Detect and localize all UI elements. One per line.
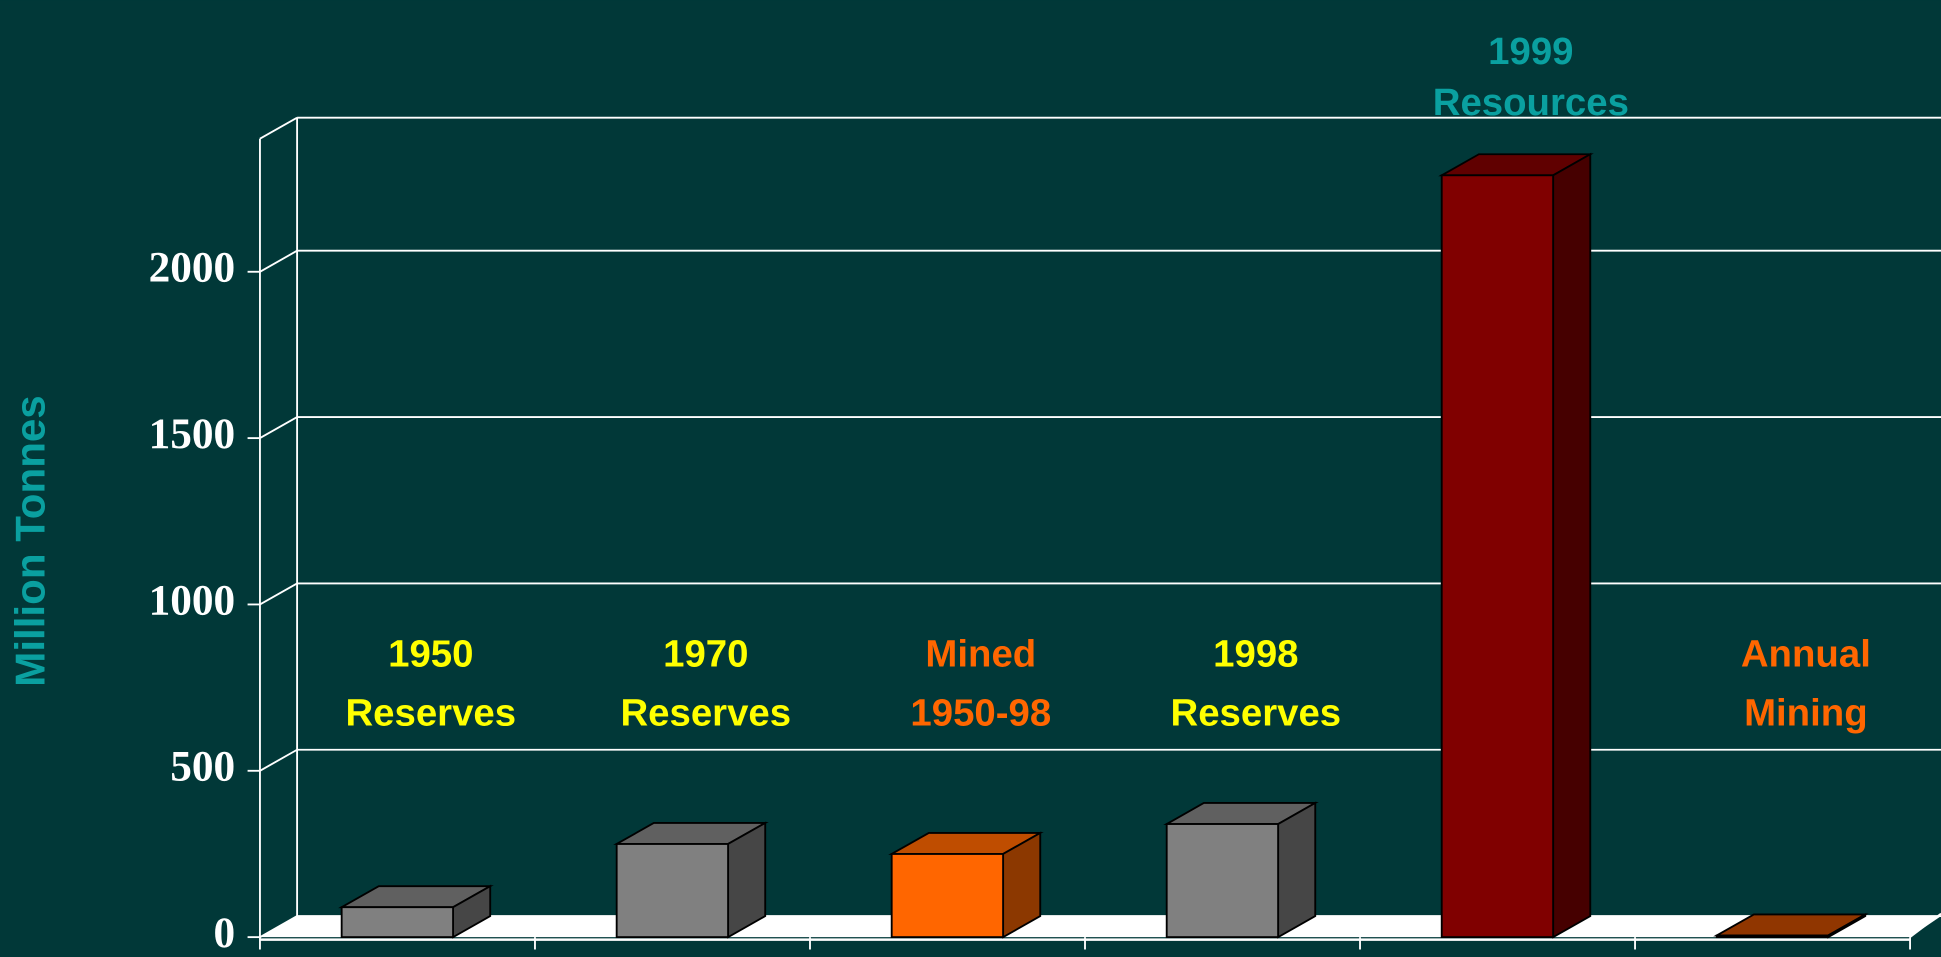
bar <box>1440 174 1555 939</box>
category-label: 1950 <box>388 632 473 675</box>
bar-side <box>727 821 767 939</box>
bar <box>1715 934 1830 939</box>
category-label: Reserves <box>620 692 791 735</box>
category-label: 1998 <box>1213 632 1298 675</box>
bar <box>615 843 730 939</box>
category-label: Reserves <box>345 692 516 735</box>
category-label: Mined <box>925 632 1036 675</box>
y-axis-label: Million Tonnes <box>7 395 54 686</box>
bar <box>1165 823 1280 939</box>
bar-side <box>1552 152 1592 939</box>
bar <box>340 906 454 939</box>
category-label: 1999 <box>1488 30 1573 73</box>
category-label: Annual <box>1741 632 1871 675</box>
floor <box>259 916 1941 938</box>
category-label: Mining <box>1744 692 1868 735</box>
side-top <box>259 116 298 140</box>
y-tick-label: 500 <box>170 743 235 791</box>
bar <box>890 853 1005 939</box>
grid-line <box>259 249 1941 273</box>
bar-side <box>1277 801 1317 939</box>
grid-line <box>259 582 1941 606</box>
grid-line <box>259 416 1941 439</box>
category-label: Resources <box>1433 81 1629 124</box>
y-tick-label: 1500 <box>149 410 236 458</box>
category-label: Reserves <box>1171 692 1342 735</box>
grid-line <box>259 748 1941 772</box>
y-tick-label: 0 <box>214 909 236 957</box>
category-label: 1970 <box>663 632 748 675</box>
y-tick-label: 2000 <box>149 244 236 292</box>
y-tick-label: 1000 <box>149 576 236 624</box>
floor-edge <box>1909 912 1941 938</box>
category-label: 1950-98 <box>910 692 1051 735</box>
